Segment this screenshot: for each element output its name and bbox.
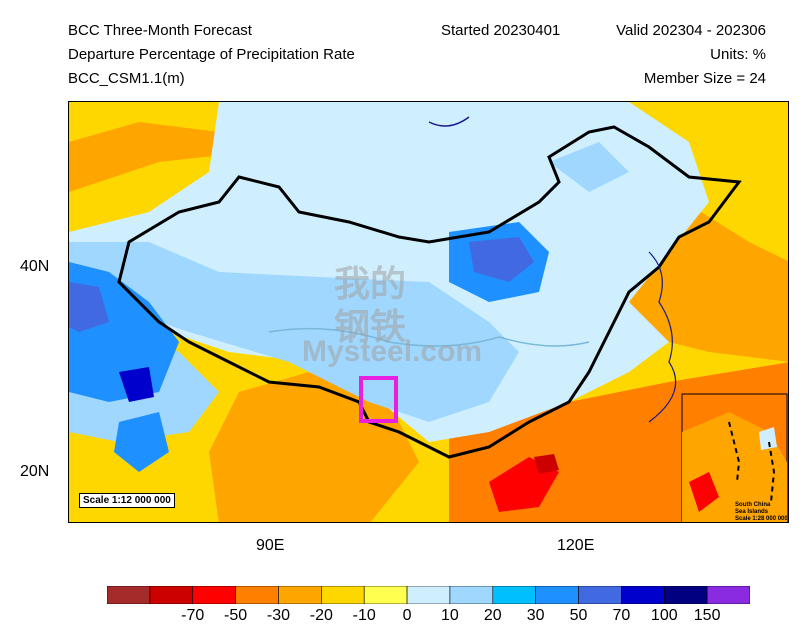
coastline [648,251,677,423]
colorbar-swatch [449,586,494,604]
member-size: Member Size = 24 [643,70,766,87]
inset-label: South China Sea Islands Scale 1:28 000 0… [735,502,788,523]
anomaly-region-blue [114,412,169,472]
model-name: BCC_CSM1.1(m) [68,70,185,87]
colorbar-swatch [578,586,622,604]
watermark-cn-2: 钢铁 [334,306,407,347]
colorbar [107,586,750,604]
colorbar-swatch [107,586,151,604]
highlight-box [359,376,398,423]
colorbar-label: 50 [569,607,588,624]
anomaly-region-blue [549,142,629,192]
colorbar-label: 30 [526,607,545,624]
units-label: Units: % [710,46,766,63]
lon-label-120e: 120E [557,537,595,554]
colorbar-label: 20 [483,607,502,624]
colorbar-swatch [235,586,279,604]
colorbar-label: 0 [402,607,412,624]
colorbar-swatch [363,586,408,604]
anomaly-region-darkblue [119,367,154,402]
colorbar-label: 100 [650,607,678,624]
inset-scale: Scale 1:28 000 000 [735,516,788,522]
lake-outline [428,116,470,127]
anomaly-region-darkblue [69,282,109,332]
colorbar-swatch [621,586,665,604]
anomaly-region-blue [69,242,519,422]
colorbar-swatch [663,586,708,604]
inset-title-1: South China [735,502,771,508]
colorbar-swatch [535,586,579,604]
colorbar-label: -30 [266,607,291,624]
colorbar-label: -20 [309,607,333,624]
colorbar-swatch [192,586,236,604]
colorbar-swatch [492,586,536,604]
south-china-sea-inset [681,393,788,522]
colorbar-label: -70 [181,607,205,624]
inset-title-2: Sea Islands [735,509,769,515]
colorbar-swatch [321,586,365,604]
forecast-map [68,101,789,523]
valid-period: Valid 202304 - 202306 [616,22,766,39]
forecast-title: BCC Three-Month Forecast [68,22,252,39]
map-scale-note: Scale 1:12 000 000 [79,493,175,508]
lon-label-90e: 90E [256,537,285,554]
colorbar-swatch [406,586,451,604]
colorbar-label: 70 [612,607,631,624]
watermark-cn-1: 我的 [334,263,407,304]
anomaly-region-orange [209,372,419,522]
colorbar-swatch [706,586,750,604]
map-canvas [69,102,788,522]
lat-label-40n: 40N [20,258,50,275]
lat-label-20n: 20N [20,463,50,480]
colorbar-label: -50 [224,607,248,624]
colorbar-label: 10 [441,607,459,624]
watermark-en: Mysteel.com [302,335,483,368]
anomaly-region-lightblue [69,102,709,442]
colorbar-swatch [278,586,322,604]
colorbar-label: -10 [352,607,376,624]
forecast-subtitle: Departure Percentage of Precipitation Ra… [68,46,355,63]
colorbar-swatch [149,586,194,604]
colorbar-label: 150 [693,607,721,624]
river [268,327,590,347]
anomaly-region-darkblue [469,237,534,282]
start-date: Started 20230401 [441,22,561,39]
anomaly-region-red [534,454,559,474]
